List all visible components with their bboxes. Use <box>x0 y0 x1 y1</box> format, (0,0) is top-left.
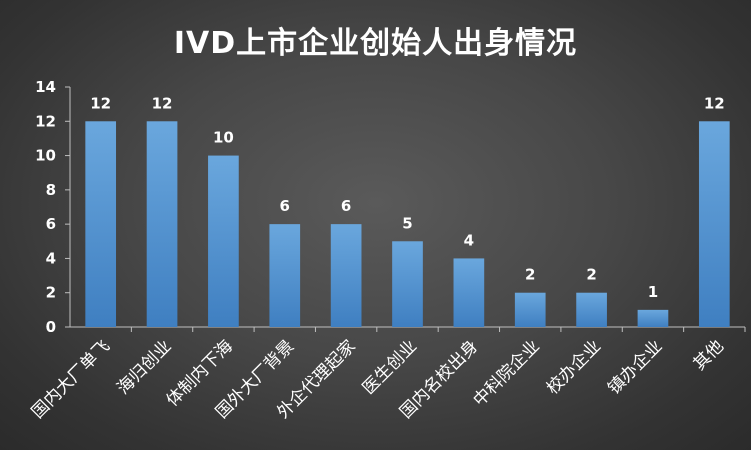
x-category-label: 其他 <box>690 336 728 374</box>
y-tick-label: 8 <box>46 181 56 199</box>
bar-value-label: 12 <box>152 94 173 112</box>
bar-value-label: 12 <box>704 94 725 112</box>
bar <box>208 155 239 327</box>
bar-value-label: 2 <box>586 266 596 284</box>
bar-value-label: 5 <box>402 214 412 232</box>
y-tick-label: 0 <box>46 318 56 336</box>
y-tick-label: 14 <box>35 78 56 96</box>
y-tick-label: 6 <box>46 215 56 233</box>
x-category-label: 校办企业 <box>543 336 605 398</box>
y-tick-label: 4 <box>46 249 56 267</box>
x-category-label: 国内大厂单飞 <box>28 336 114 422</box>
bar <box>698 121 730 328</box>
bars <box>85 121 730 328</box>
bar <box>514 292 546 327</box>
bar-value-label: 2 <box>525 266 535 284</box>
y-tick-label: 2 <box>46 284 56 302</box>
y-tick-label: 10 <box>35 147 56 165</box>
bar <box>453 258 485 327</box>
x-category-label: 镇办企业 <box>604 336 666 398</box>
bar <box>146 121 178 328</box>
bar-value-label: 4 <box>464 231 474 249</box>
bar <box>269 224 301 327</box>
x-category-label: 中科院企业 <box>470 336 544 410</box>
bar <box>637 309 669 327</box>
bar <box>576 292 607 327</box>
bar-value-label: 6 <box>280 197 290 215</box>
x-axis <box>70 326 746 332</box>
x-category-label: 海归创业 <box>113 336 175 398</box>
bar-value-label: 6 <box>341 197 351 215</box>
y-axis: 0 2 4 6 8 10 12 14 <box>35 78 71 336</box>
bar-value-label: 12 <box>90 94 111 112</box>
data-labels: 12 12 10 6 6 5 4 2 2 1 12 <box>90 94 725 301</box>
x-category-label: 医生创业 <box>359 336 421 398</box>
y-tick-label: 12 <box>35 112 56 130</box>
bar-value-label: 1 <box>648 283 658 301</box>
bar-value-label: 10 <box>213 129 234 147</box>
bar <box>330 224 362 327</box>
bar <box>85 121 117 328</box>
bar <box>392 241 423 327</box>
chart-title: IVD上市企业创始人出身情况 <box>173 26 578 61</box>
